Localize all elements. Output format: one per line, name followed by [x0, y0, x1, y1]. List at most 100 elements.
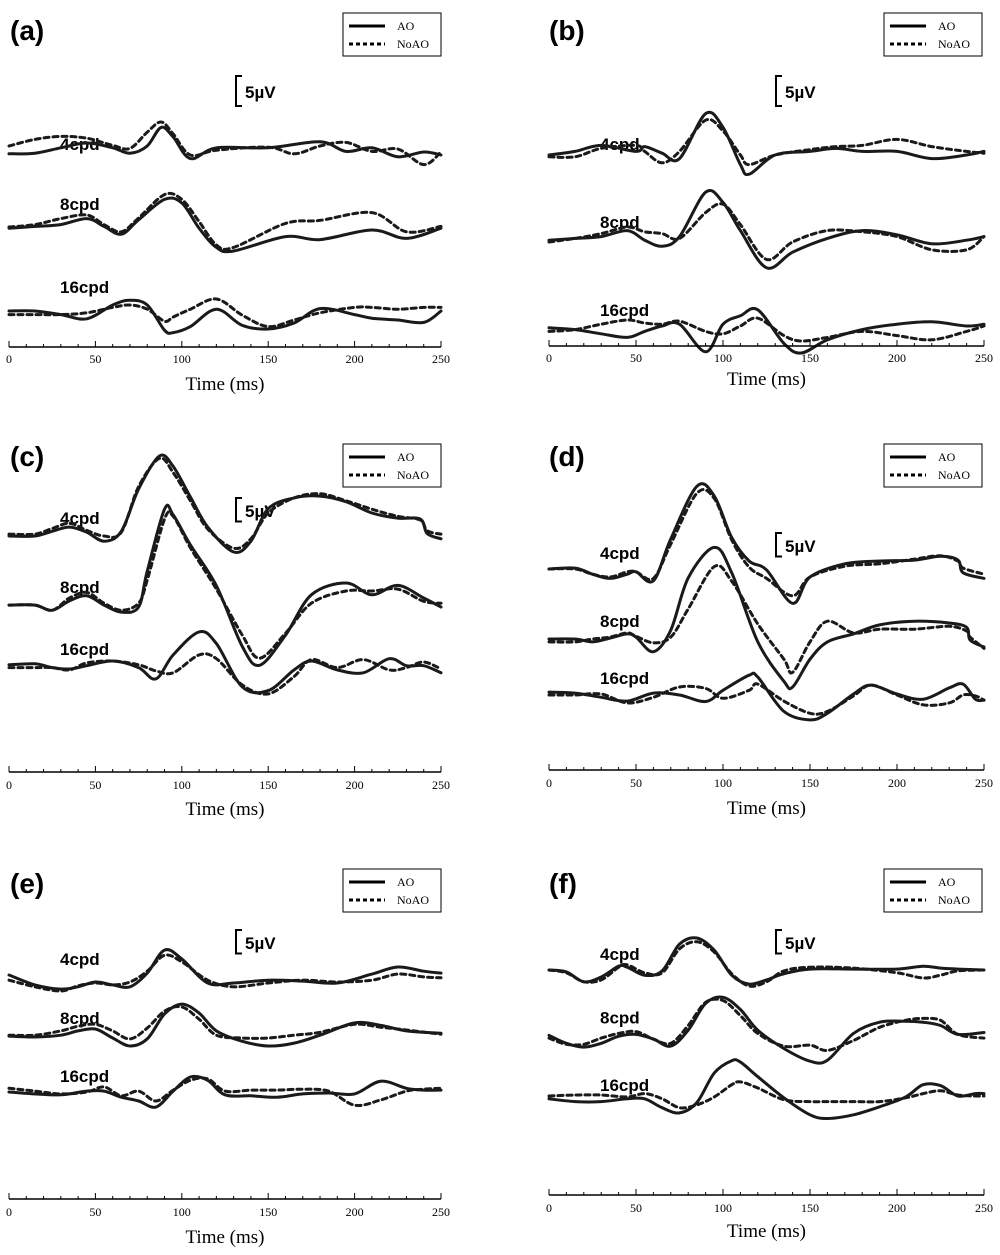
trace-label: 16cpd: [600, 669, 649, 688]
x-tick-label: 150: [801, 776, 819, 790]
x-tick-label: 50: [630, 776, 642, 790]
series-line-ao: [547, 188, 986, 270]
scale-bar: 5µV: [775, 532, 816, 558]
trace-label: 16cpd: [60, 1067, 109, 1086]
scale-bar-line: [235, 497, 242, 523]
trace-label: 4cpd: [60, 950, 100, 969]
trace-8cpd: 8cpd: [7, 191, 443, 254]
series-line-ao: [7, 629, 443, 695]
series-line-noao: [547, 202, 986, 262]
legend-box: [342, 443, 442, 488]
x-axis-label: Time (ms): [727, 369, 806, 390]
x-axis-label: Time (ms): [185, 799, 264, 820]
x-tick-label: 200: [888, 1201, 906, 1215]
x-tick-label: 150: [801, 1201, 819, 1215]
series-line-ao: [547, 671, 986, 722]
trace-label: 16cpd: [600, 1076, 649, 1095]
trace-label: 4cpd: [600, 544, 640, 563]
chart-panel-f: (f) AO NoAO 5µV 4cpd 8cpd 16cpd 0 50 100 150 200 250…: [546, 868, 993, 1242]
trace-label: 8cpd: [600, 612, 640, 631]
trace-label: 16cpd: [600, 301, 649, 320]
x-tick-label: 100: [173, 1205, 191, 1219]
x-tick-label: 100: [173, 352, 191, 366]
trace-8cpd: 8cpd: [547, 188, 986, 270]
legend: AO NoAO: [342, 868, 442, 913]
series-line-noao: [547, 1080, 986, 1110]
trace-4cpd: 4cpd: [547, 482, 986, 605]
trace-4cpd: 4cpd: [7, 120, 443, 167]
x-tick-label: 0: [6, 778, 12, 792]
legend-label-ao: AO: [938, 875, 956, 889]
series-line-ao: [547, 995, 986, 1065]
x-tick-label: 200: [888, 351, 906, 365]
x-tick-label: 150: [259, 778, 277, 792]
legend-label-ao: AO: [397, 19, 415, 33]
x-tick-label: 100: [714, 1201, 732, 1215]
legend-label-noao: NoAO: [938, 893, 970, 907]
scale-bar-line: [775, 929, 782, 955]
x-axis-label: Time (ms): [185, 1227, 264, 1248]
legend: AO NoAO: [342, 443, 442, 488]
scale-bar-line: [775, 75, 782, 107]
x-tick-label: 250: [432, 778, 450, 792]
legend-label-ao: AO: [397, 875, 415, 889]
panel-letter: (e): [10, 868, 44, 899]
series-line-ao: [7, 1002, 443, 1048]
series-line-ao: [547, 545, 986, 691]
x-tick-label: 0: [546, 351, 552, 365]
x-tick-label: 50: [89, 1205, 101, 1219]
legend-label-ao: AO: [938, 19, 956, 33]
legend-label-noao: NoAO: [397, 893, 429, 907]
x-tick-label: 200: [346, 778, 364, 792]
trace-16cpd: 16cpd: [547, 301, 986, 355]
x-tick-label: 50: [630, 351, 642, 365]
chart-panel-e: (e) AO NoAO 5µV 4cpd 8cpd 16cpd 0 50 100 150 200 250…: [6, 868, 450, 1248]
scale-bar: 5µV: [775, 75, 816, 107]
legend: AO NoAO: [342, 12, 442, 57]
series-line-ao: [7, 125, 443, 161]
trace-4cpd: 4cpd: [547, 936, 986, 988]
x-axis: 0 50 100 150 200 250 Time (ms): [546, 1189, 993, 1242]
x-tick-label: 250: [975, 351, 993, 365]
panel-letter: (f): [549, 868, 577, 899]
x-tick-label: 250: [975, 776, 993, 790]
x-tick-label: 200: [346, 352, 364, 366]
x-tick-label: 0: [6, 1205, 12, 1219]
series-line-noao: [547, 117, 986, 167]
x-tick-label: 0: [546, 776, 552, 790]
trace-16cpd: 16cpd: [7, 629, 443, 696]
x-tick-label: 50: [89, 778, 101, 792]
legend-label-ao: AO: [938, 450, 956, 464]
series-line-noao: [7, 191, 443, 251]
legend-label-noao: NoAO: [397, 37, 429, 51]
scale-bar: 5µV: [775, 929, 816, 955]
x-tick-label: 0: [6, 352, 12, 366]
x-axis-label: Time (ms): [185, 374, 264, 395]
scale-bar-line: [235, 929, 242, 955]
panel-letter: (c): [10, 441, 44, 472]
trace-16cpd: 16cpd: [547, 1058, 986, 1120]
x-axis: 0 50 100 150 200 250 Time (ms): [546, 340, 993, 390]
x-tick-label: 200: [346, 1205, 364, 1219]
series-line-ao: [547, 936, 986, 986]
trace-4cpd: 4cpd: [7, 453, 443, 554]
legend-box: [883, 868, 983, 913]
legend: AO NoAO: [883, 868, 983, 913]
x-axis: 0 50 100 150 200 250 Time (ms): [6, 341, 450, 395]
scale-bar-line: [775, 532, 782, 558]
series-line-ao: [7, 196, 443, 254]
series-line-ao: [547, 306, 986, 355]
trace-16cpd: 16cpd: [7, 1067, 443, 1109]
scale-bar-label: 5µV: [245, 83, 276, 102]
legend-box: [883, 12, 983, 57]
scale-bar-line: [235, 75, 242, 107]
x-tick-label: 150: [259, 1205, 277, 1219]
x-tick-label: 0: [546, 1201, 552, 1215]
legend-box: [342, 12, 442, 57]
x-tick-label: 100: [714, 351, 732, 365]
series-line-noao: [547, 488, 986, 598]
series-line-ao: [547, 1058, 986, 1120]
x-tick-label: 250: [975, 1201, 993, 1215]
x-tick-label: 50: [630, 1201, 642, 1215]
trace-label: 8cpd: [60, 195, 100, 214]
